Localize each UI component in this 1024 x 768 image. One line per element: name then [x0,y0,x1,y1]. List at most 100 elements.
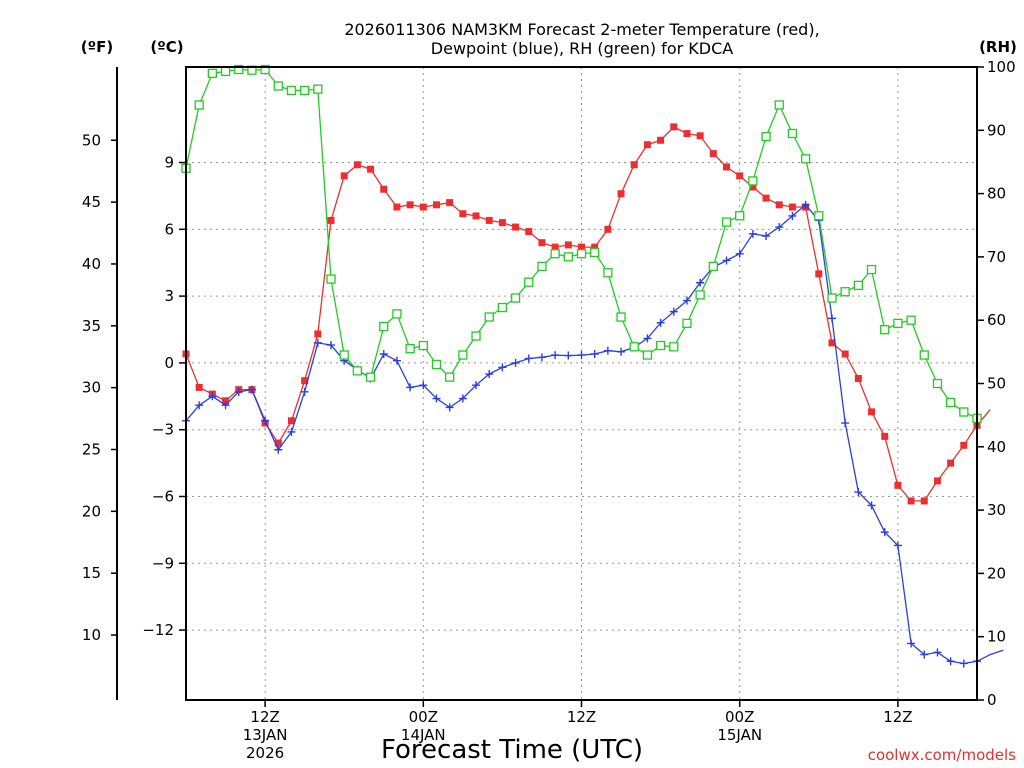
dewpoint-point [564,351,573,360]
2-meter-temperature-point [432,201,440,209]
2-meter-temperature-point [617,190,625,198]
dewpoint-point [379,349,388,358]
2-meter-temperature-point [907,497,915,505]
rh-point [735,211,745,221]
fahrenheit-tick-label: 45 [82,193,101,211]
2-meter-temperature-line [185,126,991,502]
2-meter-temperature-point [736,172,744,180]
2-meter-temperature-point [630,161,638,169]
rh-point [537,261,547,272]
dewpoint-point [946,657,955,666]
rh-point [550,249,560,259]
chart-title-line1: 2026011306 NAM3KM Forecast 2-meter Tempe… [344,20,819,39]
dewpoint-point [722,256,731,265]
dewpoint-point [458,394,467,403]
2-meter-temperature-point [894,481,902,489]
dewpoint-point [287,427,296,436]
rh-point [207,68,218,78]
x-tick-label-date: 14JAN [401,726,446,744]
2-meter-temperature-point [287,417,295,425]
2-meter-temperature-point [657,136,665,144]
rh-point [392,309,402,319]
2-meter-temperature-point [353,161,361,169]
rh-point [616,312,626,322]
axes-layer: 101520253035404550−12−9−6−30369010203040… [82,58,1016,762]
rh-tick-label: 70 [987,248,1006,266]
fahrenheit-tick-label: 30 [82,379,101,397]
rh-point [234,64,244,75]
rh-point [576,249,587,259]
dewpoint-line [185,203,1004,665]
2-meter-temperature-point [881,432,889,440]
2-meter-temperature-point [419,203,427,211]
rh-point [695,290,705,300]
2-meter-temperature-point [274,439,282,447]
rh-point [510,293,521,303]
rh-point [814,211,824,221]
rh-point [919,350,929,360]
rh-tick-label: 20 [987,564,1006,582]
dewpoint-point [920,650,929,659]
rh-point [352,366,363,376]
2-meter-temperature-point [327,216,335,224]
2-meter-temperature-point [485,216,493,224]
x-tick-label-time: 00Z [409,708,438,726]
rh-point [313,84,323,94]
dewpoint-point [907,639,916,648]
2-meter-temperature-point [459,210,467,218]
dewpoint-point [603,346,612,355]
2-meter-temperature-point [525,228,533,236]
rh-point [893,318,903,329]
2-meter-temperature-point [815,270,823,278]
dewpoint-point [801,200,810,209]
dewpoint-point [300,387,309,396]
2-meter-temperature-point [933,477,941,485]
rh-point [524,277,534,287]
rh-point [669,342,679,352]
2-meter-temperature-point [564,241,572,249]
2-meter-temperature-point [222,397,230,405]
dewpoint-point [208,392,217,401]
2-meter-temperature-point [709,150,717,158]
rh-point [880,325,890,335]
2-meter-temperature-point [406,201,414,209]
dewpoint-point [432,394,441,403]
rh-point [379,321,389,332]
rh-point [497,302,508,313]
dewpoint-point [735,249,744,258]
dewpoint-point [590,349,599,358]
fahrenheit-tick-label: 35 [82,317,101,335]
dewpoint-point [498,363,507,372]
rh-point [299,85,310,96]
dewpoint-point [762,231,771,240]
dewpoint-point [313,338,322,347]
celsius-tick-label: 0 [164,354,174,372]
rh-point [365,372,376,382]
rh-tick-label: 10 [987,628,1006,646]
rh-point [194,100,204,110]
2-meter-temperature-point [960,441,968,449]
dewpoint-point [696,278,705,287]
celsius-tick-label: 9 [164,154,174,172]
dewpoint-point [867,501,876,510]
rh-point [827,293,837,303]
rh-point [431,359,442,370]
celsius-unit-label: (ºC) [150,38,183,56]
x-tick-label-year: 2026 [246,744,284,762]
rh-point [220,66,231,77]
2-meter-temperature-point [670,123,678,131]
2-meter-temperature-point [920,497,928,505]
dewpoint-point [419,381,428,390]
dewpoint-point [537,353,546,362]
rh-point [273,81,283,91]
dewpoint-point [234,387,243,396]
2-meter-temperature-point [788,203,796,211]
dewpoint-point [261,416,270,425]
2-meter-temperature-point [498,219,506,227]
x-tick-label-time: 12Z [250,708,279,726]
rh-point [445,372,455,382]
dewpoint-point [247,385,256,394]
x-tick-label-time: 00Z [725,708,754,726]
rh-point [286,85,297,96]
